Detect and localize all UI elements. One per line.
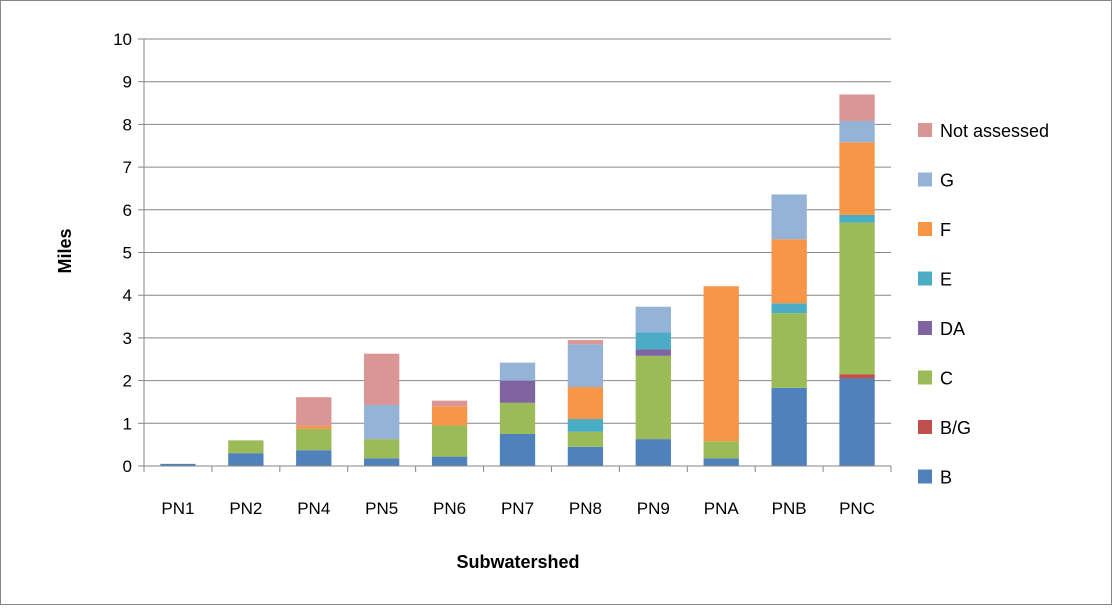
bar-segment-pnb-f (771, 239, 807, 304)
bar-segment-pn7-da (499, 380, 536, 403)
bar-segment-pn6-c (431, 425, 468, 457)
x-tick-label: PNC (839, 499, 875, 518)
y-tick-label: 0 (123, 457, 132, 476)
x-axis-title: Subwatershed (456, 552, 579, 572)
legend-swatch-c (918, 370, 932, 385)
legend-label: DA (940, 319, 965, 339)
bar-segment-pna-c (703, 441, 739, 459)
bar-segment-pn6-f (431, 406, 468, 426)
bar-segment-pn2-b (228, 453, 264, 466)
bar-segment-pn7-g (499, 362, 536, 381)
y-tick-label: 7 (123, 158, 132, 177)
bar-segment-pnc-not-assessed (839, 94, 875, 121)
bar-segment-pn8-f (567, 387, 604, 420)
bar-segment-pn8-g (567, 344, 604, 388)
y-tick-label: 10 (113, 30, 132, 49)
bar-segment-pnc-c (839, 222, 875, 375)
x-tick-label: PN8 (569, 499, 602, 518)
legend-swatch-not-assessed (918, 123, 932, 137)
x-tick-label: PNA (704, 499, 740, 518)
legend-swatch-e (918, 271, 932, 286)
y-tick-label: 4 (123, 286, 132, 305)
legend-label: F (940, 220, 951, 240)
legend-swatch-g (918, 172, 932, 187)
y-tick-label: 1 (123, 414, 132, 433)
x-tick-label: PN7 (501, 499, 534, 518)
bar-segment-pn9-b (635, 439, 671, 466)
x-tick-label: PN5 (365, 499, 398, 518)
bar-segment-pn4-not-assessed (296, 397, 332, 426)
gridlines (138, 38, 892, 472)
legend-label: G (940, 171, 954, 191)
y-axis-title: Miles (55, 228, 75, 273)
legend-swatch-b (918, 469, 932, 484)
bar-segment-pn4-f (296, 425, 332, 429)
bar-segment-pn6-not-assessed (431, 400, 468, 407)
bar-segment-pn4-b (296, 450, 332, 466)
legend-swatch-b-g (918, 420, 932, 434)
x-tick-label: PN9 (637, 499, 670, 518)
legend-label: B/G (940, 418, 971, 438)
bars (160, 94, 875, 466)
bar-segment-pn5-g (364, 404, 400, 440)
bar-segment-pn4-c (296, 428, 332, 451)
y-tick-label: 8 (123, 115, 132, 134)
bar-segment-pn8-not-assessed (567, 340, 604, 345)
legend-label: C (940, 369, 953, 389)
bar-segment-pna-b (703, 458, 739, 466)
bar-segment-pn5-c (364, 439, 400, 459)
bar-segment-pn7-c (499, 402, 536, 434)
bar-segment-pnc-e (839, 214, 875, 223)
bar-segment-pn9-e (635, 332, 671, 350)
y-tick-label: 9 (123, 73, 132, 92)
bar-segment-pn7-b (499, 433, 536, 466)
legend: Not assessed G F E DA C B/G B (918, 121, 1049, 488)
bar-segment-pn6-b (431, 456, 468, 466)
bar-segment-pn8-b (567, 446, 604, 466)
y-tick-label: 3 (123, 329, 132, 348)
bar-segment-pn1-b (160, 463, 196, 466)
bar-segment-pnb-e (771, 303, 807, 314)
bar-segment-pnb-c (771, 313, 807, 388)
bar-segment-pn5-b (364, 458, 400, 466)
legend-label: E (940, 270, 952, 290)
bar-segment-pnb-g (771, 194, 807, 240)
y-tick-label: 2 (123, 372, 132, 391)
y-tick-labels: 0 1 2 3 4 5 6 7 8 9 10 (113, 30, 132, 476)
bar-segment-pnc-b-g (839, 374, 875, 379)
bar-segment-pn9-da (635, 349, 671, 356)
legend-swatch-da (918, 321, 932, 335)
bar-segment-pna-f (703, 286, 739, 442)
x-tick-label: PN6 (433, 499, 466, 518)
bar-segment-pn9-g (635, 306, 671, 333)
bar-segment-pn5-not-assessed (364, 353, 400, 405)
x-tick-label: PNB (772, 499, 807, 518)
bar-segment-pn8-e (567, 419, 604, 432)
bar-segment-pnc-f (839, 142, 875, 215)
y-tick-label: 5 (123, 244, 132, 263)
x-tick-label: PN4 (297, 499, 330, 518)
bar-segment-pn9-c (635, 355, 671, 440)
bar-segment-pn2-c (228, 440, 264, 454)
legend-label: Not assessed (940, 121, 1049, 141)
axes (143, 39, 891, 467)
y-tick-label: 6 (123, 201, 132, 220)
legend-swatch-f (918, 222, 932, 236)
x-tick-labels: PN1 PN2 PN4 PN5 PN6 PN7 PN8 PN9 PNA PNB PNC (161, 499, 875, 518)
x-tick-label: PN1 (161, 499, 194, 518)
bar-segment-pnc-b (839, 378, 875, 466)
bar-segment-pnc-g (839, 120, 875, 143)
bar-segment-pnb-b (771, 387, 807, 466)
bar-segment-pn8-c (567, 431, 604, 447)
legend-label: B (940, 468, 952, 488)
x-tick-label: PN2 (229, 499, 262, 518)
